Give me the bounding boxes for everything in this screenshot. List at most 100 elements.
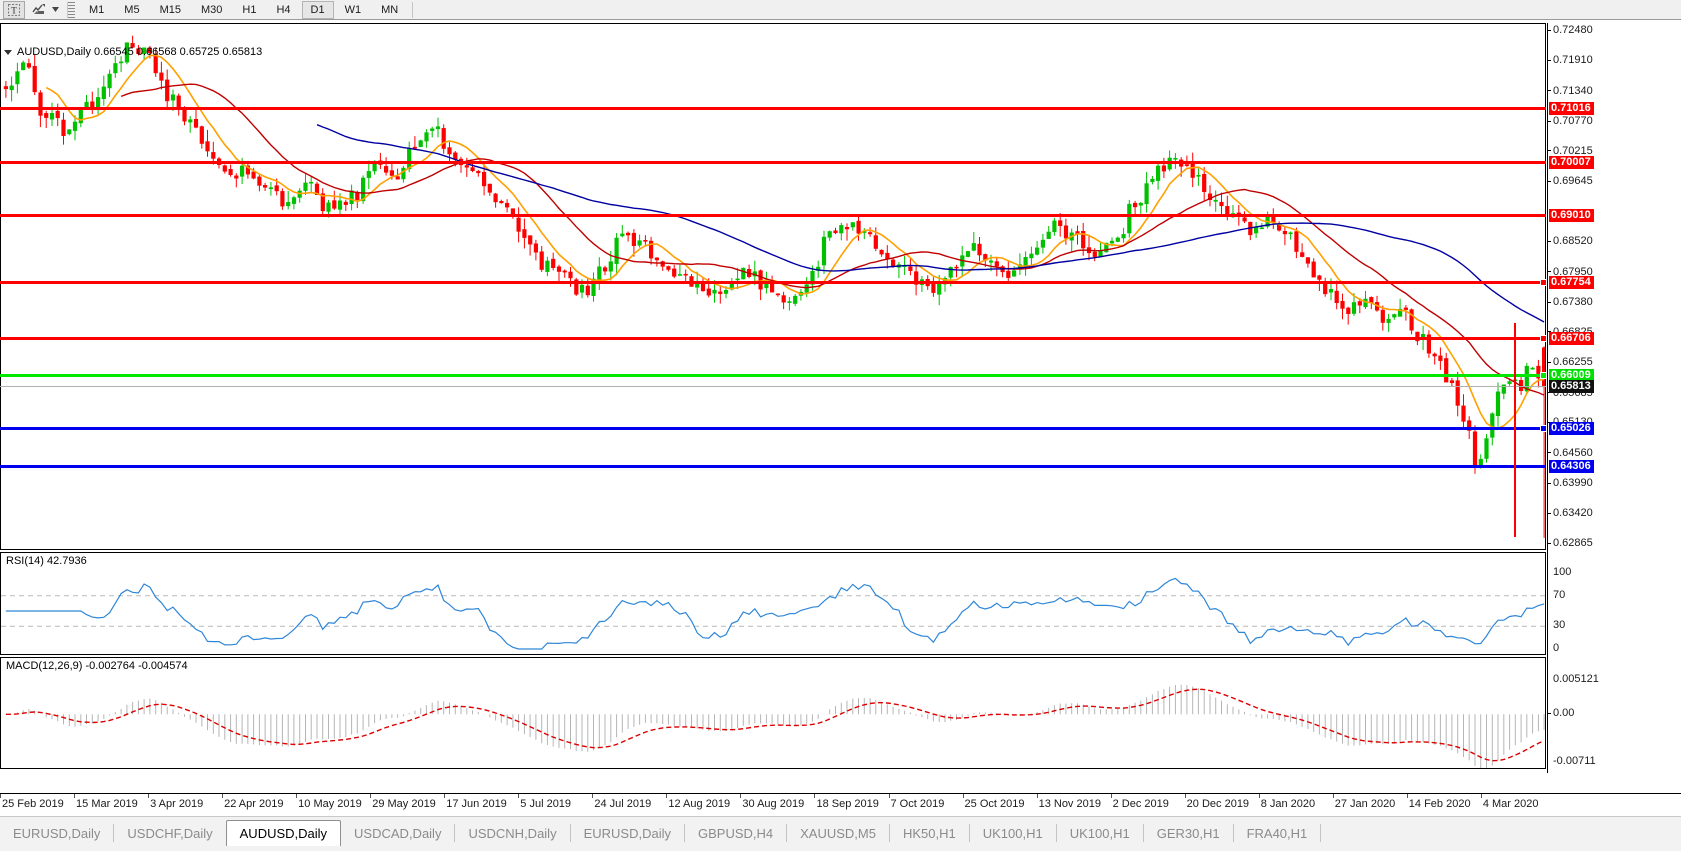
chart-tab-eurusd-daily[interactable]: EURUSD,Daily — [583, 825, 671, 841]
chart-area[interactable]: AUDUSD,Daily 0.66545 0.66568 0.65725 0.6… — [0, 21, 1681, 794]
tab-divider — [569, 824, 571, 842]
macd-plot — [5, 684, 1545, 768]
toolbar-grip[interactable] — [67, 1, 75, 18]
tab-divider — [1142, 824, 1144, 842]
price-tick-0.70770: 0.70770 — [1547, 116, 1593, 127]
indicators-icon[interactable] — [28, 1, 50, 19]
macd-panel[interactable]: MACD(12,26,9) -0.002764 -0.004574 — [0, 657, 1546, 769]
price-level-line-0.66706[interactable] — [0, 335, 1547, 343]
price-level-line-0.69010[interactable] — [0, 214, 1546, 218]
symbol-ohlc-text: AUDUSD,Daily 0.66545 0.66568 0.65725 0.6… — [17, 46, 263, 58]
time-tick-9 — [666, 794, 668, 798]
time-label-7: 5 Jul 2019 — [520, 798, 572, 810]
time-tick-5 — [370, 794, 372, 798]
price-level-line-0.67754[interactable] — [0, 279, 1547, 287]
rsi-tick-100: 100 — [1553, 566, 1572, 578]
chart-tab-usdchf-daily[interactable]: USDCHF,Daily — [127, 825, 213, 841]
price-tick-0.67950: 0.67950 — [1547, 266, 1593, 278]
time-tick-12 — [888, 794, 890, 798]
tab-divider — [454, 824, 456, 842]
timeframe-w1[interactable]: W1 — [344, 3, 362, 16]
macd-label: MACD(12,26,9) -0.002764 -0.004574 — [6, 660, 188, 672]
time-label-19: 14 Feb 2020 — [1408, 798, 1471, 810]
tab-divider — [1055, 824, 1057, 842]
timeframe-h4[interactable]: H4 — [276, 3, 291, 16]
chart-tab-uk100-h1[interactable]: UK100,H1 — [982, 825, 1043, 841]
time-label-18: 27 Jan 2020 — [1334, 798, 1396, 810]
time-tick-0 — [0, 794, 1, 798]
price-tick-0.70215: 0.70215 — [1547, 145, 1593, 157]
price-tag-0.66706[interactable]: 0.66706 — [1549, 332, 1594, 346]
chart-tab-xauusd-m5[interactable]: XAUUSD,M5 — [800, 825, 876, 841]
price-level-line-0.64306[interactable] — [0, 465, 1546, 469]
price-tag-0.71016[interactable]: 0.71016 — [1549, 102, 1594, 116]
time-tick-10 — [740, 794, 742, 798]
tab-divider — [888, 824, 890, 842]
level-drag-handle[interactable] — [1540, 424, 1547, 432]
timeframe-m1[interactable]: M1 — [89, 3, 105, 16]
chevron-down-icon[interactable] — [50, 1, 61, 19]
time-tick-7 — [518, 794, 520, 798]
time-tick-14 — [1036, 794, 1038, 798]
price-tick-0.72480: 0.72480 — [1547, 25, 1593, 36]
scale-border — [1547, 23, 1548, 773]
rsi-tick-30: 30 — [1553, 619, 1566, 632]
chart-tab-eurusd-daily[interactable]: EURUSD,Daily — [13, 825, 101, 841]
chart-tab-audusd-daily[interactable]: AUDUSD,Daily — [225, 820, 342, 846]
timeframe-m5[interactable]: M5 — [124, 3, 140, 16]
chart-tab-ger30-h1[interactable]: GER30,H1 — [1156, 825, 1220, 841]
collapse-caret-icon[interactable] — [4, 49, 12, 55]
price-level-line-0.71016[interactable] — [0, 107, 1546, 111]
vertical-line-tool[interactable] — [1514, 323, 1517, 537]
price-tick-0.62865: 0.62865 — [1547, 538, 1593, 549]
price-level-line-0.65026[interactable] — [0, 424, 1547, 432]
level-drag-handle[interactable] — [1540, 335, 1547, 343]
timeframe-m15[interactable]: M15 — [159, 3, 181, 16]
price-panel[interactable] — [0, 23, 1546, 550]
time-tick-16 — [1184, 794, 1186, 798]
chart-tab-bar[interactable]: EURUSD,Daily USDCHF,Daily AUDUSD,Daily USDC… — [0, 816, 1681, 851]
timeframe-h1[interactable]: H1 — [242, 3, 257, 16]
chart-tab-gbpusd-h4[interactable]: GBPUSD,H4 — [697, 825, 774, 841]
chart-tab-uk100-h1[interactable]: UK100,H1 — [1069, 825, 1130, 841]
rsi-panel[interactable]: RSI(14) 42.7936 — [0, 552, 1546, 655]
price-tag-0.66009[interactable]: 0.66009 — [1549, 369, 1594, 383]
price-tick-0.67380: 0.67380 — [1547, 297, 1593, 308]
time-label-5: 29 May 2019 — [372, 798, 436, 810]
tab-divider — [786, 824, 788, 842]
time-label-17: 8 Jan 2020 — [1260, 798, 1316, 810]
chart-tab-usdcad-daily[interactable]: USDCAD,Daily — [354, 825, 442, 841]
price-tag-0.69010[interactable]: 0.69010 — [1549, 209, 1594, 223]
price-tag-0.64306[interactable]: 0.64306 — [1549, 460, 1594, 474]
time-label-11: 18 Sep 2019 — [816, 798, 879, 810]
svg-text:T: T — [11, 5, 17, 15]
time-tick-6 — [444, 794, 446, 798]
price-tag-0.65026[interactable]: 0.65026 — [1549, 421, 1594, 435]
time-label-8: 24 Jul 2019 — [594, 798, 652, 810]
price-tick-0.71340: 0.71340 — [1547, 85, 1593, 97]
tab-divider — [683, 824, 685, 842]
price-scale[interactable]: 0.72480 0.71910 0.71340 0.70770 0.70215 0.696… — [1547, 23, 1681, 794]
price-level-line-0.70007[interactable] — [0, 160, 1546, 164]
price-tag-0.70007[interactable]: 0.70007 — [1549, 155, 1594, 169]
timeframe-d1[interactable]: D1 — [301, 0, 334, 19]
price-tag-0.67754[interactable]: 0.67754 — [1549, 276, 1594, 290]
timeframe-mn[interactable]: MN — [381, 3, 399, 16]
current-price-tag: 0.65813 — [1549, 379, 1594, 393]
level-drag-handle[interactable] — [1540, 372, 1547, 380]
text-tool-icon[interactable]: T — [3, 0, 25, 19]
price-tick-0.63420: 0.63420 — [1547, 508, 1593, 519]
timeframe-m30[interactable]: M30 — [200, 3, 223, 16]
level-drag-handle[interactable] — [1540, 279, 1547, 287]
chart-tab-hk50-h1[interactable]: HK50,H1 — [902, 825, 956, 841]
price-tick-0.63990: 0.63990 — [1547, 477, 1593, 489]
time-label-20: 4 Mar 2020 — [1482, 798, 1539, 810]
chart-tab-fra40-h1[interactable]: FRA40,H1 — [1246, 825, 1308, 841]
rsi-tick-70: 70 — [1553, 588, 1566, 601]
price-tick-0.68520: 0.68520 — [1547, 236, 1593, 247]
time-tick-3 — [222, 794, 224, 798]
price-level-line-0.66009[interactable] — [0, 372, 1547, 380]
rsi-tick-0: 0 — [1553, 642, 1560, 654]
time-label-0: 25 Feb 2019 — [2, 798, 64, 810]
chart-tab-usdcnh-daily[interactable]: USDCNH,Daily — [468, 825, 557, 841]
